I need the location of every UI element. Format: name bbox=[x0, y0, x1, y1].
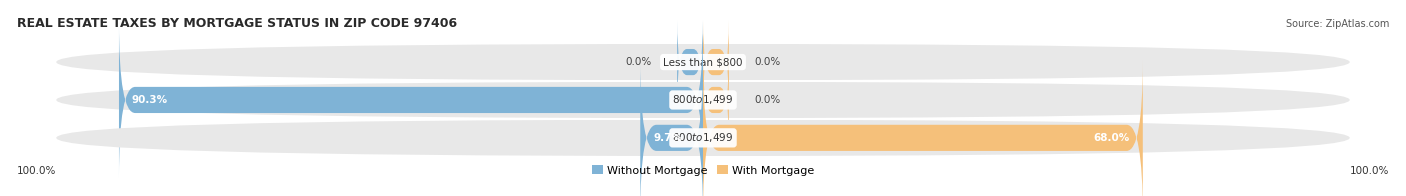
Text: Source: ZipAtlas.com: Source: ZipAtlas.com bbox=[1285, 19, 1389, 29]
Text: $800 to $1,499: $800 to $1,499 bbox=[672, 131, 734, 144]
FancyBboxPatch shape bbox=[703, 59, 728, 141]
Text: Less than $800: Less than $800 bbox=[664, 57, 742, 67]
Text: 9.7%: 9.7% bbox=[654, 133, 682, 143]
Legend: Without Mortgage, With Mortgage: Without Mortgage, With Mortgage bbox=[588, 161, 818, 180]
FancyBboxPatch shape bbox=[56, 44, 1350, 80]
FancyBboxPatch shape bbox=[120, 22, 703, 178]
FancyBboxPatch shape bbox=[640, 60, 703, 196]
FancyBboxPatch shape bbox=[703, 21, 728, 103]
Text: 0.0%: 0.0% bbox=[755, 57, 780, 67]
Text: 90.3%: 90.3% bbox=[132, 95, 169, 105]
Text: $800 to $1,499: $800 to $1,499 bbox=[672, 93, 734, 106]
FancyBboxPatch shape bbox=[703, 60, 1143, 196]
FancyBboxPatch shape bbox=[56, 82, 1350, 118]
FancyBboxPatch shape bbox=[678, 21, 703, 103]
Text: 0.0%: 0.0% bbox=[626, 57, 651, 67]
Text: 68.0%: 68.0% bbox=[1094, 133, 1130, 143]
FancyBboxPatch shape bbox=[56, 120, 1350, 156]
Text: 0.0%: 0.0% bbox=[755, 95, 780, 105]
Text: REAL ESTATE TAXES BY MORTGAGE STATUS IN ZIP CODE 97406: REAL ESTATE TAXES BY MORTGAGE STATUS IN … bbox=[17, 17, 457, 30]
Text: 100.0%: 100.0% bbox=[17, 165, 56, 176]
Text: 100.0%: 100.0% bbox=[1350, 165, 1389, 176]
